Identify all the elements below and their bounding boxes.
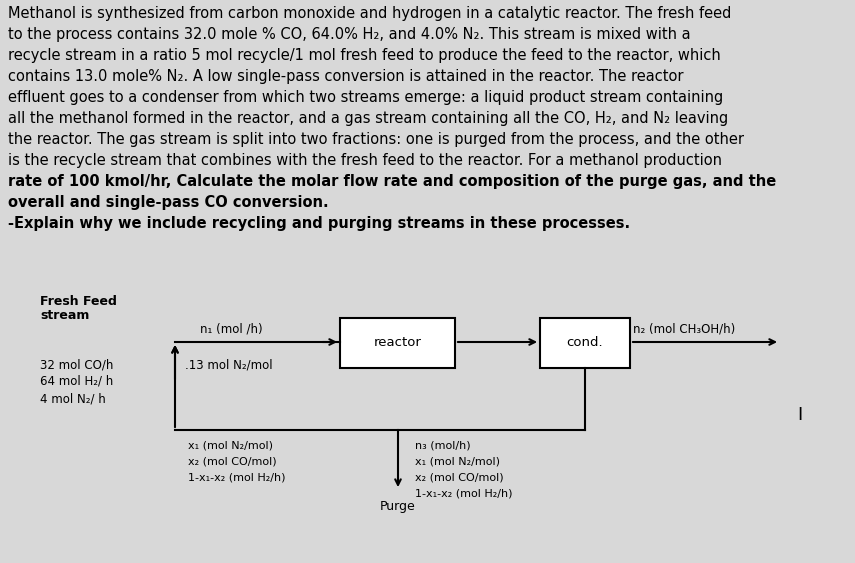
Text: 1-x₁-x₂ (mol H₂/h): 1-x₁-x₂ (mol H₂/h) — [415, 488, 512, 498]
Text: 32 mol CO/h: 32 mol CO/h — [40, 358, 114, 371]
Text: overall and single-pass CO conversion.: overall and single-pass CO conversion. — [8, 195, 328, 210]
Text: Purge: Purge — [380, 500, 416, 513]
Text: x₁ (mol N₂/mol): x₁ (mol N₂/mol) — [188, 440, 273, 450]
Text: I: I — [798, 406, 803, 424]
Text: stream: stream — [40, 309, 90, 322]
Text: cond.: cond. — [567, 337, 604, 350]
Text: x₂ (mol CO/mol): x₂ (mol CO/mol) — [415, 472, 504, 482]
Text: x₂ (mol CO/mol): x₂ (mol CO/mol) — [188, 456, 277, 466]
Text: -Explain why we include recycling and purging streams in these processes.: -Explain why we include recycling and pu… — [8, 216, 630, 231]
Text: to the process contains 32.0 mole % CO, 64.0% H₂, and 4.0% N₂. This stream is mi: to the process contains 32.0 mole % CO, … — [8, 27, 691, 42]
Text: .13 mol N₂/mol: .13 mol N₂/mol — [185, 358, 273, 371]
Text: is the recycle stream that combines with the fresh feed to the reactor. For a me: is the recycle stream that combines with… — [8, 153, 722, 168]
Text: rate of 100 kmol/hr, Calculate the molar flow rate and composition of the purge : rate of 100 kmol/hr, Calculate the molar… — [8, 174, 776, 189]
Text: Fresh Feed: Fresh Feed — [40, 295, 117, 308]
Bar — [540, 318, 630, 368]
Text: 4 mol N₂/ h: 4 mol N₂/ h — [40, 392, 106, 405]
Text: reactor: reactor — [374, 337, 422, 350]
Text: n₁ (mol /h): n₁ (mol /h) — [200, 322, 262, 335]
Text: n₃ (mol/h): n₃ (mol/h) — [415, 440, 470, 450]
Text: Methanol is synthesized from carbon monoxide and hydrogen in a catalytic reactor: Methanol is synthesized from carbon mono… — [8, 6, 731, 21]
Text: 1-x₁-x₂ (mol H₂/h): 1-x₁-x₂ (mol H₂/h) — [188, 472, 286, 482]
Text: 64 mol H₂/ h: 64 mol H₂/ h — [40, 375, 113, 388]
Text: the reactor. The gas stream is split into two fractions: one is purged from the : the reactor. The gas stream is split int… — [8, 132, 744, 147]
Text: recycle stream in a ratio 5 mol recycle/1 mol fresh feed to produce the feed to : recycle stream in a ratio 5 mol recycle/… — [8, 48, 721, 63]
Text: contains 13.0 mole% N₂. A low single-pass conversion is attained in the reactor.: contains 13.0 mole% N₂. A low single-pas… — [8, 69, 683, 84]
Text: effluent goes to a condenser from which two streams emerge: a liquid product str: effluent goes to a condenser from which … — [8, 90, 723, 105]
Text: n₂ (mol CH₃OH/h): n₂ (mol CH₃OH/h) — [633, 322, 735, 335]
Text: x₁ (mol N₂/mol): x₁ (mol N₂/mol) — [415, 456, 500, 466]
Bar — [340, 318, 455, 368]
Text: all the methanol formed in the reactor, and a gas stream containing all the CO, : all the methanol formed in the reactor, … — [8, 111, 728, 126]
